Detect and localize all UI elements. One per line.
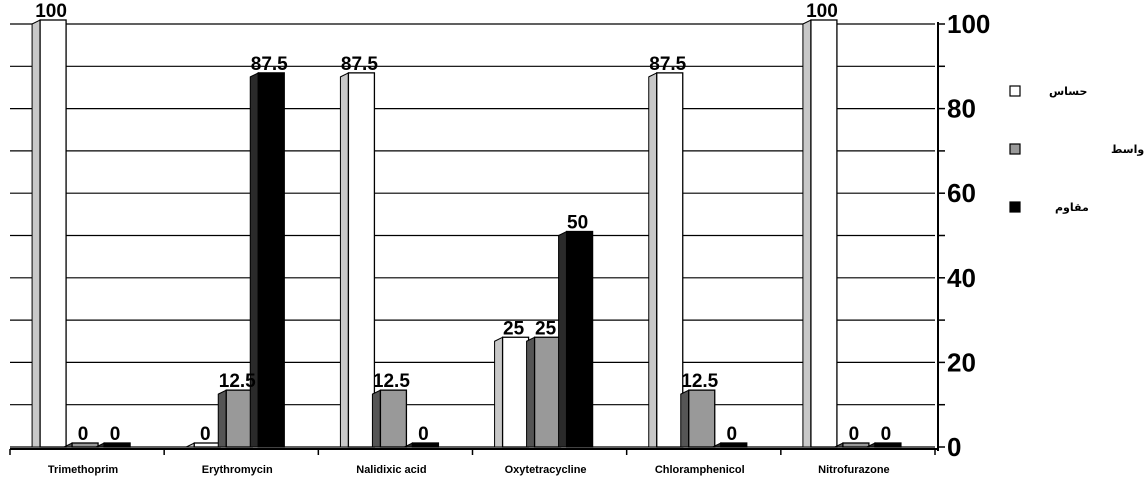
bar-nalidixic-acid-s2-side bbox=[371, 389, 381, 448]
bar-nitrofurazone-s1-side bbox=[802, 19, 812, 448]
y-tick-label: 80 bbox=[947, 94, 976, 124]
bar-nitrofurazone-s3 bbox=[874, 442, 902, 448]
bar-nalidixic-acid-s1-side bbox=[339, 72, 349, 448]
data-label-erythromycin-s1: 0 bbox=[200, 424, 211, 445]
data-label-oxytetracycline-s2: 25 bbox=[535, 318, 557, 339]
bar-oxytetracycline-s2 bbox=[533, 336, 562, 448]
bar-chloramphenicol-s2-side bbox=[680, 389, 690, 448]
category-label-nitrofurazone: Nitrofurazone bbox=[818, 464, 890, 476]
bar-oxytetracycline-s1 bbox=[501, 336, 530, 448]
y-tick-label: 0 bbox=[947, 432, 961, 462]
legend: حساس حساسیت حد واسط مقاوم bbox=[1009, 85, 1144, 214]
legend-label-s3: مقاوم bbox=[1055, 201, 1089, 214]
data-label-oxytetracycline-s1: 25 bbox=[503, 318, 525, 339]
bar-chloramphenicol-s3 bbox=[720, 442, 748, 448]
category-label-erythromycin: Erythromycin bbox=[202, 464, 273, 476]
bar-oxytetracycline-s3-side bbox=[558, 230, 568, 448]
data-label-chloramphenicol-s1: 87.5 bbox=[649, 54, 686, 75]
bar-trimethoprim-s1 bbox=[39, 19, 67, 448]
bar-oxytetracycline-s2-side bbox=[526, 336, 536, 448]
data-label-nitrofurazone-s1: 100 bbox=[806, 1, 838, 22]
data-label-erythromycin-s3: 87.5 bbox=[251, 54, 288, 75]
bar-chloramphenicol-s2 bbox=[688, 389, 716, 448]
y-tick-label: 60 bbox=[947, 178, 976, 208]
data-label-nalidixic-acid-s3: 0 bbox=[418, 424, 429, 445]
bar-nalidixic-acid-s3 bbox=[411, 442, 440, 448]
bar-erythromycin-s3 bbox=[257, 72, 285, 448]
bar-trimethoprim-s3 bbox=[103, 442, 131, 448]
data-label-trimethoprim-s3: 0 bbox=[110, 424, 121, 445]
data-label-nalidixic-acid-s2: 12.5 bbox=[373, 371, 410, 392]
y-tick-label: 100 bbox=[947, 9, 990, 39]
y-tick-label: 20 bbox=[947, 347, 976, 377]
legend-swatch-s1 bbox=[1009, 85, 1021, 97]
category-label-nalidixic-acid: Nalidixic acid bbox=[356, 464, 426, 476]
bar-nalidixic-acid-s1 bbox=[347, 72, 376, 448]
data-label-trimethoprim-s2: 0 bbox=[78, 424, 89, 445]
bar-erythromycin-s2-side bbox=[217, 389, 227, 448]
data-label-erythromycin-s2: 12.5 bbox=[219, 371, 256, 392]
data-label-oxytetracycline-s3: 50 bbox=[567, 213, 588, 234]
data-label-chloramphenicol-s3: 0 bbox=[726, 424, 737, 445]
legend-swatch-s2 bbox=[1009, 143, 1021, 155]
bar-erythromycin-s2 bbox=[225, 389, 253, 448]
category-label-oxytetracycline: Oxytetracycline bbox=[505, 464, 587, 476]
data-label-nitrofurazone-s3: 0 bbox=[881, 424, 892, 445]
bar-nitrofurazone-s1 bbox=[810, 19, 838, 448]
bars bbox=[31, 19, 902, 448]
data-label-trimethoprim-s1: 100 bbox=[35, 1, 67, 22]
bar-nitrofurazone-s2 bbox=[842, 442, 870, 448]
category-label-chloramphenicol: Chloramphenicol bbox=[655, 464, 745, 476]
category-label-trimethoprim: Trimethoprim bbox=[48, 464, 119, 476]
bar-trimethoprim-s1-side bbox=[31, 19, 41, 448]
axes: 0 20 40 60 80 100 Trimethoprim Erythromycin Nali… bbox=[9, 9, 990, 476]
bar-oxytetracycline-s1-side bbox=[494, 336, 504, 448]
bar-chloramphenicol-s1-side bbox=[648, 72, 658, 448]
data-label-nalidixic-acid-s1: 87.5 bbox=[341, 54, 378, 75]
data-label-nitrofurazone-s2: 0 bbox=[849, 424, 860, 445]
y-tick-label: 40 bbox=[947, 263, 976, 293]
legend-label-s2: حساسیت حد واسط bbox=[1111, 143, 1144, 156]
legend-swatch-s3 bbox=[1009, 201, 1021, 213]
bar-chloramphenicol-s1 bbox=[656, 72, 684, 448]
gridlines bbox=[10, 23, 935, 448]
bar-nalidixic-acid-s2 bbox=[379, 389, 408, 448]
legend-label-s1: حساس bbox=[1049, 85, 1087, 98]
bar-erythromycin-s1-side bbox=[186, 442, 195, 448]
bar-oxytetracycline-s3 bbox=[565, 230, 594, 448]
data-label-chloramphenicol-s2: 12.5 bbox=[681, 371, 718, 392]
bar-trimethoprim-s2 bbox=[71, 442, 99, 448]
